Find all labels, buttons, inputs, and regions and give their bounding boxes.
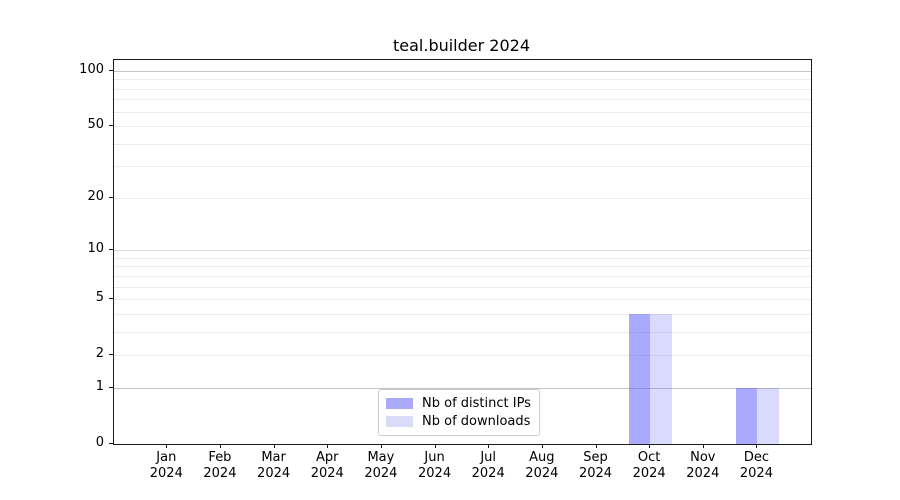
x-axis-tick (756, 444, 758, 448)
y-axis-tick-label: 10 (87, 241, 104, 257)
bar-oct-distinct-ips (628, 313, 651, 444)
gridline (114, 275, 811, 277)
y-axis-tick (109, 354, 113, 356)
y-axis-tick (109, 196, 113, 198)
gridline (114, 257, 811, 259)
legend-entry-distinct-ips: Nb of distinct IPs (386, 395, 531, 412)
gridline (114, 387, 811, 389)
y-axis-tick-label: 0 (95, 435, 104, 450)
y-axis-tick (109, 70, 113, 71)
gridline (114, 355, 811, 357)
gridline (114, 143, 811, 145)
plot-area (113, 59, 812, 445)
gridline (114, 71, 811, 72)
bar-oct-downloads (650, 313, 672, 444)
plot-canvas (114, 60, 811, 444)
x-axis-tick-label: Sep 2024 (578, 450, 613, 481)
x-axis-tick (219, 444, 221, 448)
gridline (114, 286, 811, 288)
x-axis-tick (488, 444, 490, 448)
distinct-ips-swatch (386, 398, 413, 410)
gridline (114, 99, 811, 101)
gridline (114, 331, 811, 333)
y-axis-tick (109, 125, 113, 127)
gridline (114, 166, 811, 168)
x-axis-tick (541, 444, 543, 448)
legend-label-distinct-ips: Nb of distinct IPs (422, 396, 531, 412)
y-axis-tick-label: 50 (87, 117, 104, 133)
x-axis-tick (273, 444, 275, 448)
gridline (114, 250, 811, 252)
x-axis-tick-label: Aug 2024 (525, 450, 559, 481)
x-axis-tick (649, 444, 651, 448)
y-axis-tick (109, 298, 113, 300)
x-axis-tick-label: Jun 2024 (418, 450, 452, 481)
x-axis-tick-label: Jan 2024 (149, 450, 183, 481)
gridline (114, 126, 811, 128)
gridline (114, 88, 811, 90)
downloads-swatch (386, 415, 413, 427)
legend-label-downloads: Nb of downloads (422, 413, 531, 429)
gridline (114, 197, 811, 199)
x-axis-tick (166, 444, 168, 448)
gridline (114, 313, 811, 315)
y-axis-tick-label: 5 (95, 290, 104, 306)
y-axis-tick-label: 100 (79, 62, 104, 77)
y-axis-tick (109, 443, 113, 444)
bar-dec-downloads (757, 387, 779, 444)
y-axis-tick-label: 20 (87, 188, 104, 204)
x-axis-tick (702, 444, 704, 448)
gridline (114, 299, 811, 301)
legend: Nb of distinct IPs Nb of downloads (378, 389, 540, 436)
x-axis-tick-label: Apr 2024 (310, 450, 344, 481)
y-axis-tick (109, 249, 113, 251)
x-axis-tick-label: May 2024 (364, 450, 398, 481)
chart-title: teal.builder 2024 (392, 36, 531, 55)
x-axis-tick (595, 444, 597, 448)
x-axis-tick (327, 444, 329, 448)
gridline (114, 79, 811, 81)
gridline (114, 111, 811, 113)
y-axis-tick-label: 1 (95, 378, 104, 394)
y-axis-tick-label: 2 (95, 346, 104, 362)
x-axis-tick-label: Dec 2024 (739, 450, 773, 481)
bar-dec-distinct-ips (735, 387, 758, 444)
legend-entry-downloads: Nb of downloads (386, 413, 531, 430)
x-axis-tick-label: Nov 2024 (686, 450, 720, 481)
x-axis-tick-label: Jul 2024 (471, 450, 505, 481)
x-axis-tick-label: Oct 2024 (632, 450, 666, 481)
x-axis-tick-label: Mar 2024 (257, 450, 291, 481)
x-axis-tick (434, 444, 436, 448)
x-axis-tick-label: Feb 2024 (203, 450, 237, 481)
x-axis-tick (380, 444, 382, 448)
gridline (114, 266, 811, 268)
y-axis-tick (109, 386, 113, 388)
